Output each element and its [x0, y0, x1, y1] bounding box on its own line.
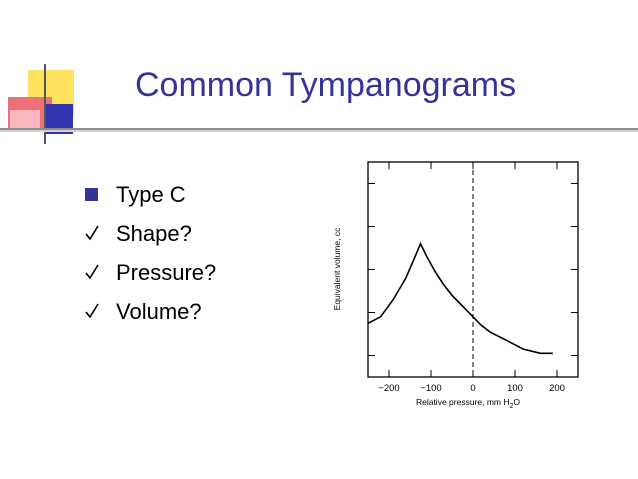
x-tick-label: −100: [420, 383, 441, 394]
x-axis-label-suffix: O: [513, 397, 520, 407]
bullet-text: Type C: [116, 182, 186, 207]
decor-vertical-bar: [44, 64, 46, 144]
x-tick-label: 200: [549, 383, 565, 394]
x-tick-label: −200: [378, 383, 399, 394]
bullet-item: Type C: [82, 182, 216, 221]
bullet-item: Volume?: [82, 299, 216, 338]
title-underline-shadow: [0, 130, 638, 132]
checkmark-icon: [85, 225, 99, 241]
checkmark-icon: [85, 303, 99, 319]
tympanogram-chart: −200 −100 0 100 200 Equivalent volume, cc Re…: [332, 161, 579, 410]
y-axis-label: Equivalent volume, cc: [332, 227, 342, 310]
bullet-list: Type C Shape? Pressure? Volume?: [82, 182, 216, 338]
title-underline: [0, 128, 638, 130]
decor-pink-square: [10, 110, 40, 130]
bullet-text: Pressure?: [116, 260, 217, 285]
x-axis-label-main: Relative pressure, mm H: [416, 397, 510, 407]
bullet-text: Shape?: [116, 221, 192, 246]
square-bullet-icon: [85, 188, 98, 201]
slide-title: Common Tympanograms: [135, 66, 517, 104]
bullet-text: Volume?: [116, 299, 202, 324]
bullet-item: Pressure?: [82, 260, 216, 299]
bullet-item: Shape?: [82, 221, 216, 260]
y-ticks: [368, 183, 578, 356]
x-tick-label: 100: [507, 383, 523, 394]
x-tick-label: 0: [470, 383, 475, 394]
slide-decoration: [0, 64, 638, 144]
series-line: [367, 241, 553, 355]
x-axis-label-subscript: 2: [510, 403, 514, 410]
x-axis-label: Relative pressure, mm H2O: [416, 397, 520, 410]
checkmark-icon: [85, 264, 99, 280]
